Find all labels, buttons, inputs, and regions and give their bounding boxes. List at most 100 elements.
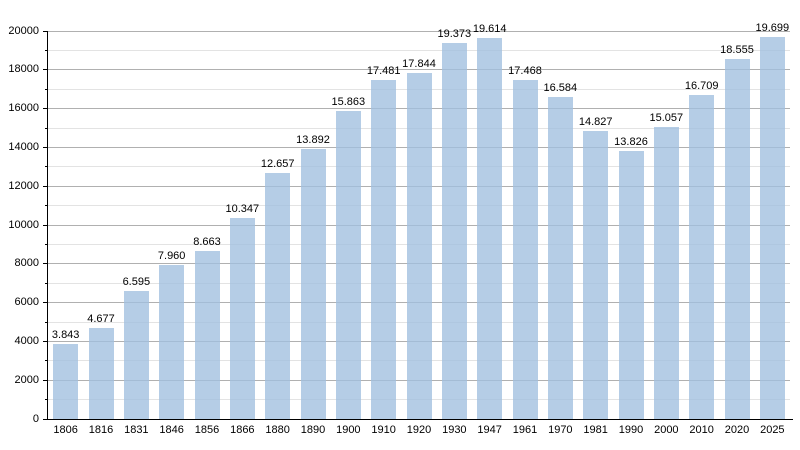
y-major-tick — [43, 185, 48, 187]
bar — [53, 344, 79, 419]
bar-value-label: 13.892 — [296, 134, 330, 147]
bar-value-label: 4.677 — [87, 313, 115, 326]
x-axis-label: 2000 — [654, 424, 679, 436]
x-axis-label: 1910 — [371, 424, 396, 436]
x-axis-label: 2010 — [689, 424, 714, 436]
bar-value-label: 7.960 — [157, 249, 186, 262]
y-major-tick — [43, 418, 48, 420]
bar-value-label: 16.584 — [543, 82, 578, 95]
y-axis-label: 10000 — [8, 218, 39, 231]
bar — [512, 80, 538, 419]
y-major-tick — [43, 146, 48, 148]
bar — [159, 264, 185, 419]
y-minor-tick — [45, 88, 48, 90]
bar — [477, 38, 503, 419]
x-axis-label: 1947 — [477, 424, 502, 436]
bar-value-label: 3.843 — [51, 329, 80, 342]
bar — [653, 126, 679, 419]
bar — [724, 59, 750, 419]
bar-value-label: 12.657 — [260, 158, 295, 171]
bar — [300, 149, 326, 419]
y-axis-label: 20000 — [8, 24, 39, 37]
y-major-tick — [43, 302, 48, 304]
bar — [88, 328, 114, 419]
bar — [194, 250, 220, 419]
bar — [689, 94, 715, 419]
bar — [123, 291, 149, 419]
bar-value-label: 19.614 — [472, 23, 507, 36]
x-axis-label: 1846 — [159, 424, 184, 436]
x-axis-label: 1831 — [124, 424, 149, 436]
y-axis-label: 6000 — [14, 296, 39, 309]
x-axis-label: 1880 — [265, 424, 290, 436]
bar-value-label: 8.663 — [193, 235, 221, 248]
bar-value-label: 15.863 — [331, 96, 366, 109]
y-minor-tick — [45, 321, 48, 323]
bar — [441, 43, 467, 419]
bar — [406, 72, 432, 419]
y-minor-tick — [45, 49, 48, 51]
y-minor-tick — [45, 166, 48, 168]
bar-value-label: 13.826 — [614, 135, 648, 148]
bar-value-label: 16.709 — [684, 79, 719, 92]
y-major-tick — [43, 263, 48, 265]
bar-value-label: 17.844 — [402, 57, 436, 70]
x-axis-label: 1856 — [194, 424, 220, 436]
bar-value-label: 10.347 — [225, 203, 260, 216]
bar — [265, 173, 291, 419]
y-minor-tick — [45, 243, 48, 245]
x-axis-label: 1816 — [88, 424, 114, 436]
y-axis-label: 0 — [32, 412, 39, 425]
y-axis-label: 8000 — [14, 257, 39, 270]
y-axis-label: 4000 — [14, 334, 39, 347]
y-axis-label: 14000 — [8, 140, 39, 153]
bar — [618, 150, 644, 419]
y-axis-label: 16000 — [8, 102, 39, 115]
bar-value-label: 6.595 — [122, 276, 151, 289]
bar-value-label: 17.468 — [508, 65, 542, 78]
bar — [759, 36, 785, 419]
x-axis-label: 1970 — [548, 424, 573, 436]
minor-gridline — [48, 49, 790, 51]
x-axis-label: 1866 — [230, 424, 255, 436]
y-minor-tick — [45, 127, 48, 129]
x-axis-label: 1930 — [442, 424, 467, 436]
major-gridline — [48, 30, 790, 32]
bar-value-label: 15.057 — [649, 111, 684, 124]
y-major-tick — [43, 30, 48, 32]
bar — [229, 218, 255, 419]
bar — [371, 79, 397, 419]
x-axis-label: 2025 — [760, 424, 785, 436]
x-axis-label: 1900 — [336, 424, 361, 436]
y-axis-label: 2000 — [14, 373, 39, 386]
x-axis-label: 1981 — [583, 424, 608, 436]
bar — [335, 111, 361, 419]
bar-value-label: 17.481 — [366, 64, 401, 77]
bar-value-label: 14.827 — [578, 116, 613, 129]
y-axis-label: 12000 — [8, 179, 39, 192]
y-axis-label: 18000 — [8, 63, 39, 76]
x-axis-label: 1920 — [406, 424, 432, 436]
y-major-tick — [43, 340, 48, 342]
y-minor-tick — [45, 360, 48, 362]
bar-value-label: 19.373 — [437, 28, 472, 41]
x-axis-label: 1806 — [53, 424, 78, 436]
x-axis-label: 1890 — [300, 424, 326, 436]
x-axis-label: 2020 — [724, 424, 750, 436]
y-major-tick — [43, 108, 48, 110]
y-axis-line — [47, 31, 48, 420]
bar-value-label: 18.555 — [720, 44, 754, 57]
bar — [583, 131, 609, 419]
bar-value-label: 19.699 — [755, 21, 790, 34]
y-major-tick — [43, 69, 48, 71]
bar — [547, 97, 573, 419]
y-major-tick — [43, 224, 48, 226]
x-axis-line — [47, 419, 793, 420]
y-major-tick — [43, 379, 48, 381]
y-minor-tick — [45, 282, 48, 284]
y-minor-tick — [45, 399, 48, 401]
y-minor-tick — [45, 205, 48, 207]
x-axis-label: 1990 — [618, 424, 644, 436]
x-axis-label: 1961 — [512, 424, 538, 436]
